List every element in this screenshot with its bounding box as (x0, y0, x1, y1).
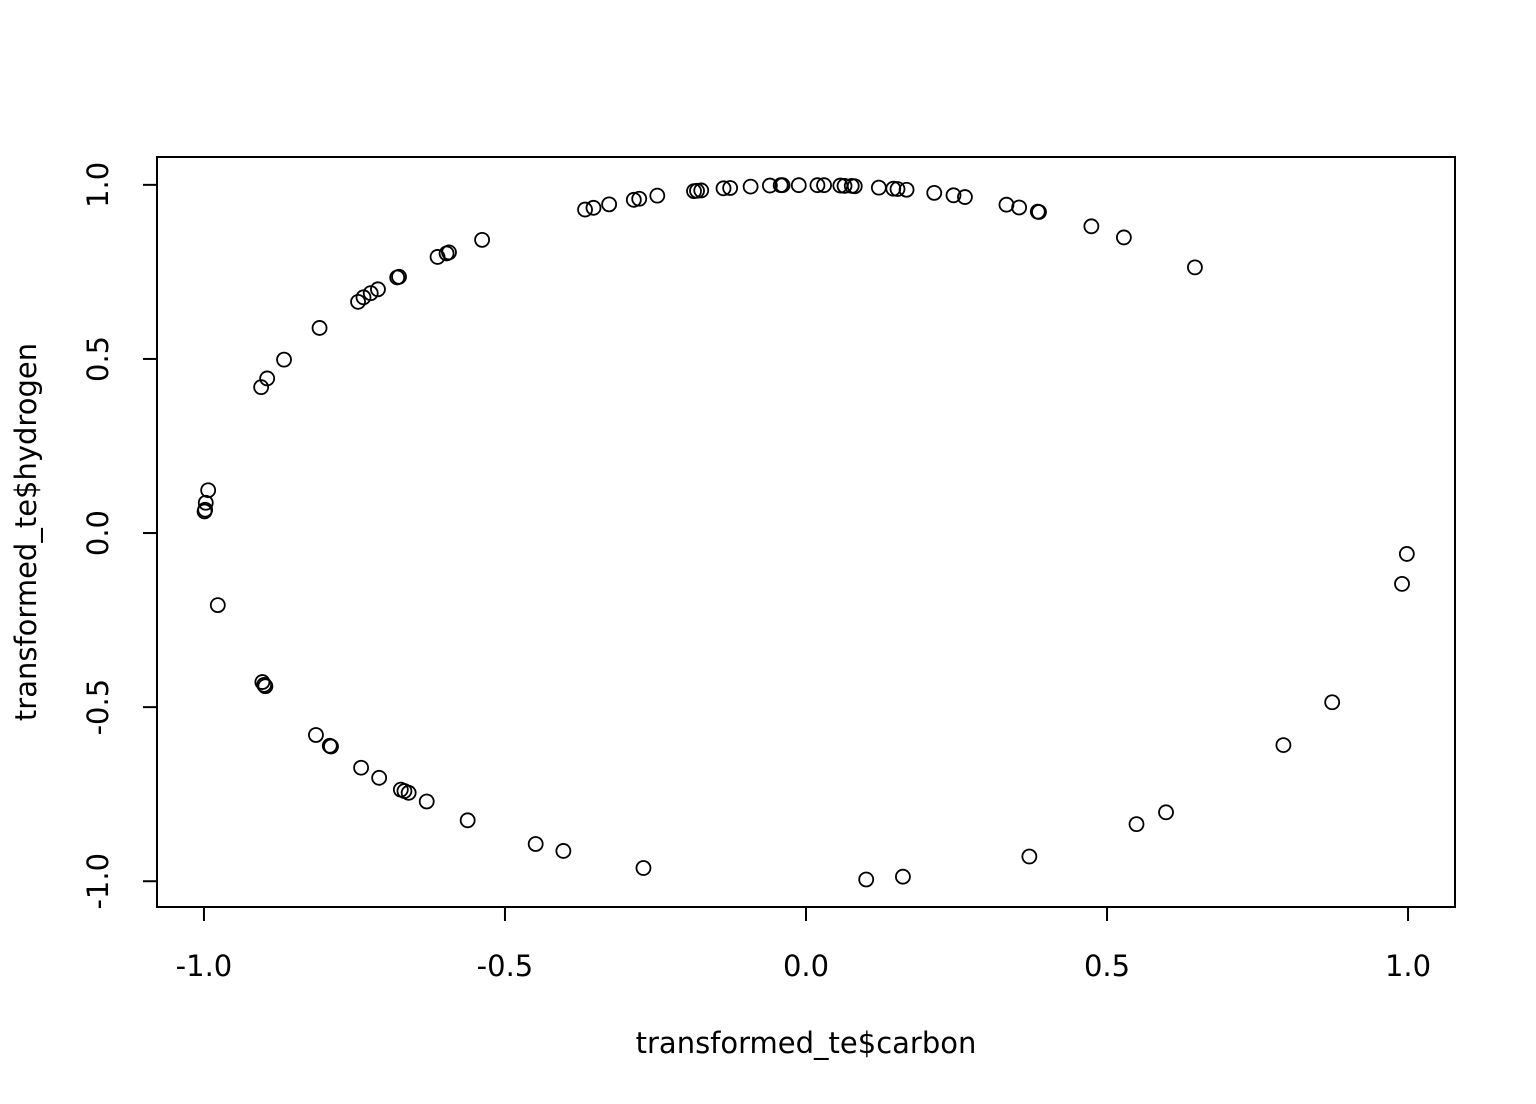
data-point (635, 860, 652, 876)
data-point (197, 501, 214, 518)
x-tick-label: -0.5 (477, 949, 534, 983)
data-points (196, 177, 1415, 888)
data-point (809, 177, 826, 194)
data-point (370, 281, 386, 298)
data-point (1011, 199, 1028, 216)
data-point (898, 181, 915, 198)
y-tick-label: -0.5 (81, 679, 115, 736)
data-point (474, 231, 491, 248)
y-tick-label: 0.0 (81, 510, 115, 556)
data-point (945, 187, 962, 204)
data-point (391, 268, 407, 285)
data-point (895, 868, 911, 885)
data-point (254, 674, 271, 690)
data-point (693, 182, 710, 199)
data-point (1128, 816, 1145, 833)
data-point (957, 189, 973, 205)
data-point (1187, 259, 1203, 276)
data-point (742, 178, 759, 195)
data-point (926, 184, 943, 201)
data-point (625, 191, 642, 208)
data-point (998, 196, 1015, 213)
y-tick-label: 0.5 (81, 336, 115, 382)
data-point (353, 759, 369, 776)
data-point (1083, 218, 1100, 235)
data-point (371, 769, 388, 786)
data-point (1158, 804, 1174, 821)
data-point (257, 678, 274, 695)
data-point (577, 201, 593, 218)
data-point (722, 180, 739, 196)
data-point (1394, 575, 1410, 592)
x-tick-label: 1.0 (1385, 949, 1431, 983)
x-axis-label: transformed_te$carbon (636, 1026, 977, 1060)
x-axis: -1.0 -0.5 0.0 0.5 1.0 (176, 906, 1431, 983)
data-point (400, 784, 417, 801)
data-point (459, 812, 476, 829)
y-tick-label: -1.0 (81, 853, 115, 910)
data-point (441, 244, 457, 261)
data-point (761, 177, 778, 194)
data-point (870, 179, 887, 196)
data-point (256, 676, 273, 693)
data-point (715, 180, 732, 197)
data-point (276, 351, 292, 368)
data-point (649, 187, 666, 204)
data-point (527, 836, 544, 852)
x-tick-label: 0.5 (1084, 949, 1130, 983)
data-point (555, 843, 572, 859)
data-point (1398, 546, 1415, 562)
data-point (1031, 204, 1047, 220)
x-tick-label: 0.0 (783, 949, 829, 983)
data-point (259, 370, 276, 387)
data-point (311, 320, 328, 336)
data-point (200, 482, 217, 499)
data-point (1275, 737, 1292, 753)
data-point (846, 178, 863, 195)
y-axis-label: transformed_te$hydrogen (9, 343, 43, 721)
data-point (816, 177, 832, 194)
data-point (774, 177, 791, 194)
data-point (631, 190, 648, 207)
data-point (350, 293, 366, 310)
data-point (790, 177, 807, 194)
data-point (418, 793, 435, 810)
data-point (323, 738, 339, 755)
data-point (197, 494, 214, 511)
data-point (1324, 694, 1341, 711)
data-point (209, 597, 226, 614)
data-point (1115, 229, 1132, 246)
data-point (585, 199, 602, 216)
data-point (308, 727, 324, 743)
y-tick-label: 1.0 (81, 162, 115, 208)
plot-frame (156, 156, 1456, 908)
y-axis: -1.0 -0.5 0.0 0.5 1.0 (81, 162, 158, 910)
data-point (858, 871, 875, 888)
data-point (836, 177, 853, 194)
x-tick-label: -1.0 (176, 949, 233, 983)
data-point (1021, 848, 1038, 865)
data-point (601, 196, 618, 213)
data-point (889, 181, 906, 197)
